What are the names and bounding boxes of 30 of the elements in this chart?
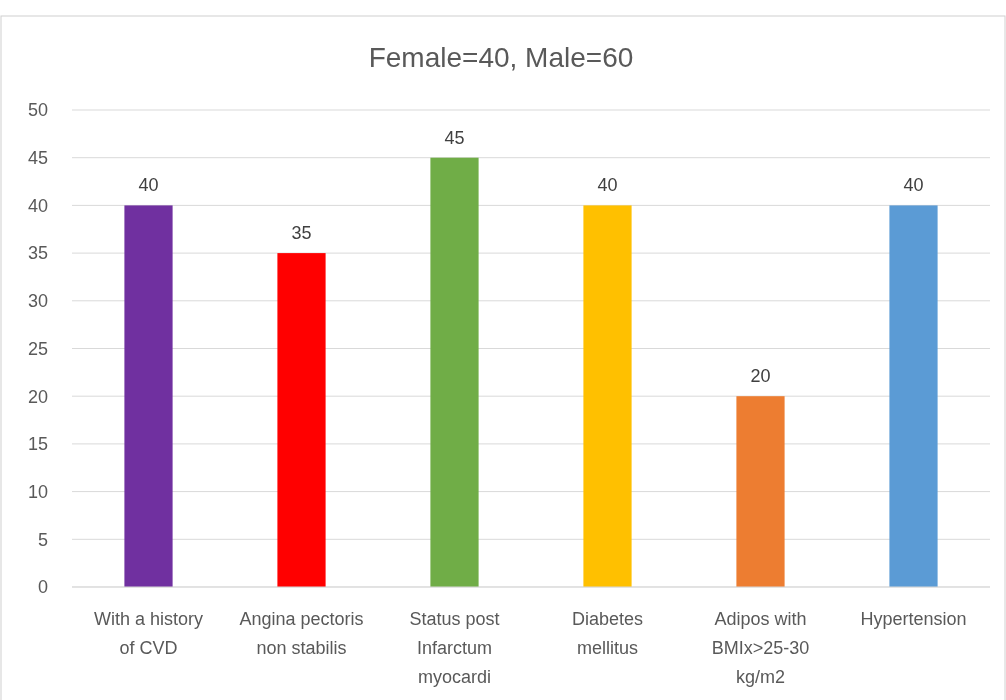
x-tick-label: Hypertension [860, 609, 967, 629]
data-label: 40 [597, 175, 618, 196]
x-tick-label: Status post Infarctum myocardi [409, 609, 500, 687]
bar [583, 205, 632, 587]
y-tick-label: 5 [37, 529, 48, 550]
x-tick-label: With a history of CVD [93, 609, 204, 658]
y-tick-label: 45 [27, 148, 48, 168]
y-tick-label: 20 [27, 386, 48, 407]
data-label: 40 [903, 175, 924, 196]
data-label: 40 [138, 175, 159, 196]
data-label: 45 [444, 127, 465, 148]
data-label: 20 [750, 366, 771, 387]
y-tick-label: 25 [27, 338, 48, 359]
bar [124, 205, 173, 587]
y-tick-label: 50 [27, 100, 48, 121]
y-tick-label: 10 [27, 481, 48, 502]
bar [889, 205, 938, 587]
y-tick-label: 15 [27, 434, 48, 455]
bar [277, 253, 326, 587]
chart-title: Female=40, Male=60 [368, 42, 634, 73]
y-tick-label: 40 [27, 195, 48, 216]
bar [736, 396, 785, 587]
y-tick-label: 0 [37, 577, 48, 598]
x-tick-label: Diabetes mellitus [571, 609, 644, 658]
bar [430, 157, 479, 587]
x-tick-label: Adipos with BMIx>25-30 kg/m2 [711, 609, 810, 687]
y-tick-label: 30 [27, 291, 48, 312]
data-label: 35 [291, 223, 312, 244]
x-tick-label: Angina pectoris non stabilis [239, 609, 364, 658]
y-tick-label: 35 [27, 243, 48, 264]
